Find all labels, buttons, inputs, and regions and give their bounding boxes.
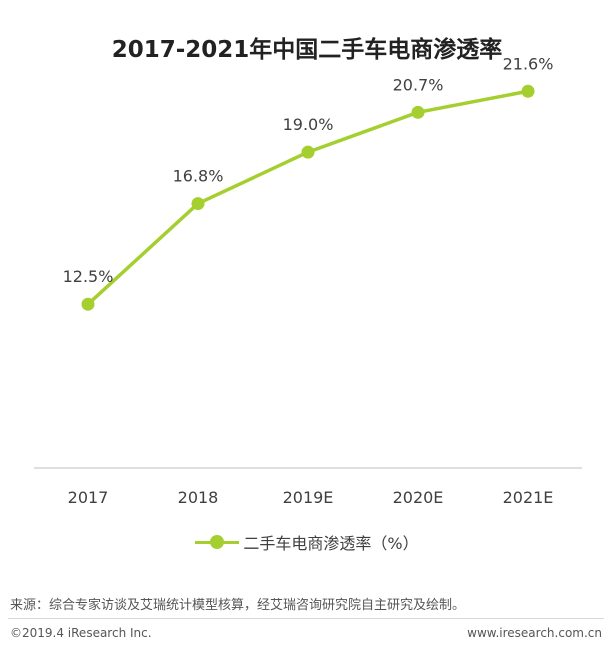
legend-line-marker-icon: [195, 535, 240, 549]
data-label: 21.6%: [503, 54, 554, 73]
data-point: [301, 145, 315, 159]
data-label: 16.8%: [173, 167, 224, 186]
x-tick-label: 2020E: [393, 488, 444, 507]
footer-divider: [8, 618, 604, 619]
data-label: 20.7%: [393, 75, 444, 94]
source-note: 来源：综合专家访谈及艾瑞统计模型核算，经艾瑞咨询研究院自主研究及绘制。: [10, 598, 466, 613]
data-point: [191, 197, 205, 211]
data-point: [411, 105, 425, 119]
x-tick-label: 2017: [68, 488, 109, 507]
x-tick-label: 2019E: [283, 488, 334, 507]
data-point: [81, 297, 95, 311]
legend: 二手车电商渗透率（%）: [0, 530, 614, 554]
data-label: 12.5%: [63, 267, 114, 286]
website-link[interactable]: www.iresearch.com.cn: [467, 626, 602, 640]
legend-label: 二手车电商渗透率（%）: [243, 534, 419, 553]
x-tick-label: 2018: [178, 488, 219, 507]
data-point: [521, 84, 535, 98]
chart-title: 2017-2021年中国二手车电商渗透率: [111, 37, 503, 63]
data-label: 19.0%: [283, 115, 334, 134]
x-tick-label: 2021E: [503, 488, 554, 507]
copyright: ©2019.4 iResearch Inc.: [10, 626, 152, 640]
